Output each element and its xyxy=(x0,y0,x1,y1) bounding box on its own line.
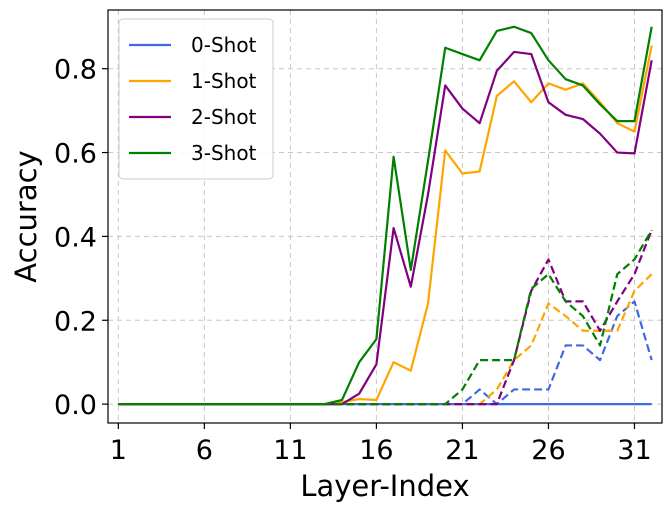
x-tick-label: 6 xyxy=(196,435,213,466)
legend-label: 3-Shot xyxy=(191,141,257,165)
x-tick-label: 1 xyxy=(110,435,127,466)
series-lines xyxy=(118,25,653,406)
y-tick-label: 0.2 xyxy=(54,306,97,337)
legend-label: 0-Shot xyxy=(191,33,257,57)
x-axis-label: Layer-Index xyxy=(300,469,469,503)
x-tick-label: 26 xyxy=(531,435,565,466)
x-tick-label: 31 xyxy=(617,435,651,466)
x-tick-label: 21 xyxy=(445,435,479,466)
y-axis-label: Accuracy xyxy=(9,150,43,282)
y-tick-label: 0.6 xyxy=(54,139,97,170)
legend-label: 1-Shot xyxy=(191,69,257,93)
series-line xyxy=(118,229,653,406)
y-tick-label: 0.4 xyxy=(54,222,97,253)
y-tick-label: 0.0 xyxy=(54,390,97,421)
x-tick-label: 16 xyxy=(359,435,393,466)
legend-label: 2-Shot xyxy=(191,105,257,129)
plot-frame xyxy=(107,9,663,424)
legend: 0-Shot 1-Shot 2-Shot 3-Shot xyxy=(118,18,274,180)
series-line xyxy=(118,300,653,406)
legend-box xyxy=(118,18,274,180)
x-tick-label: 11 xyxy=(273,435,307,466)
y-axis-ticks: 0.0 0.2 0.4 0.6 0.8 xyxy=(54,55,108,421)
x-axis-ticks: 1 6 11 16 21 26 31 xyxy=(110,423,652,466)
y-tick-label: 0.8 xyxy=(54,55,97,86)
